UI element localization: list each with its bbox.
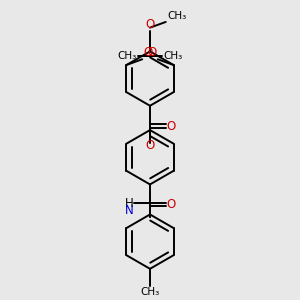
Text: CH₃: CH₃ bbox=[167, 11, 186, 21]
Text: O: O bbox=[167, 198, 176, 211]
Text: H: H bbox=[125, 196, 134, 209]
Text: O: O bbox=[146, 139, 154, 152]
Text: O: O bbox=[167, 120, 176, 133]
Text: CH₃: CH₃ bbox=[118, 51, 137, 61]
Text: CH₃: CH₃ bbox=[163, 51, 182, 61]
Text: O: O bbox=[146, 18, 154, 31]
Text: O: O bbox=[148, 46, 157, 59]
Text: N: N bbox=[125, 204, 134, 217]
Text: CH₃: CH₃ bbox=[140, 287, 160, 297]
Text: O: O bbox=[143, 46, 152, 59]
